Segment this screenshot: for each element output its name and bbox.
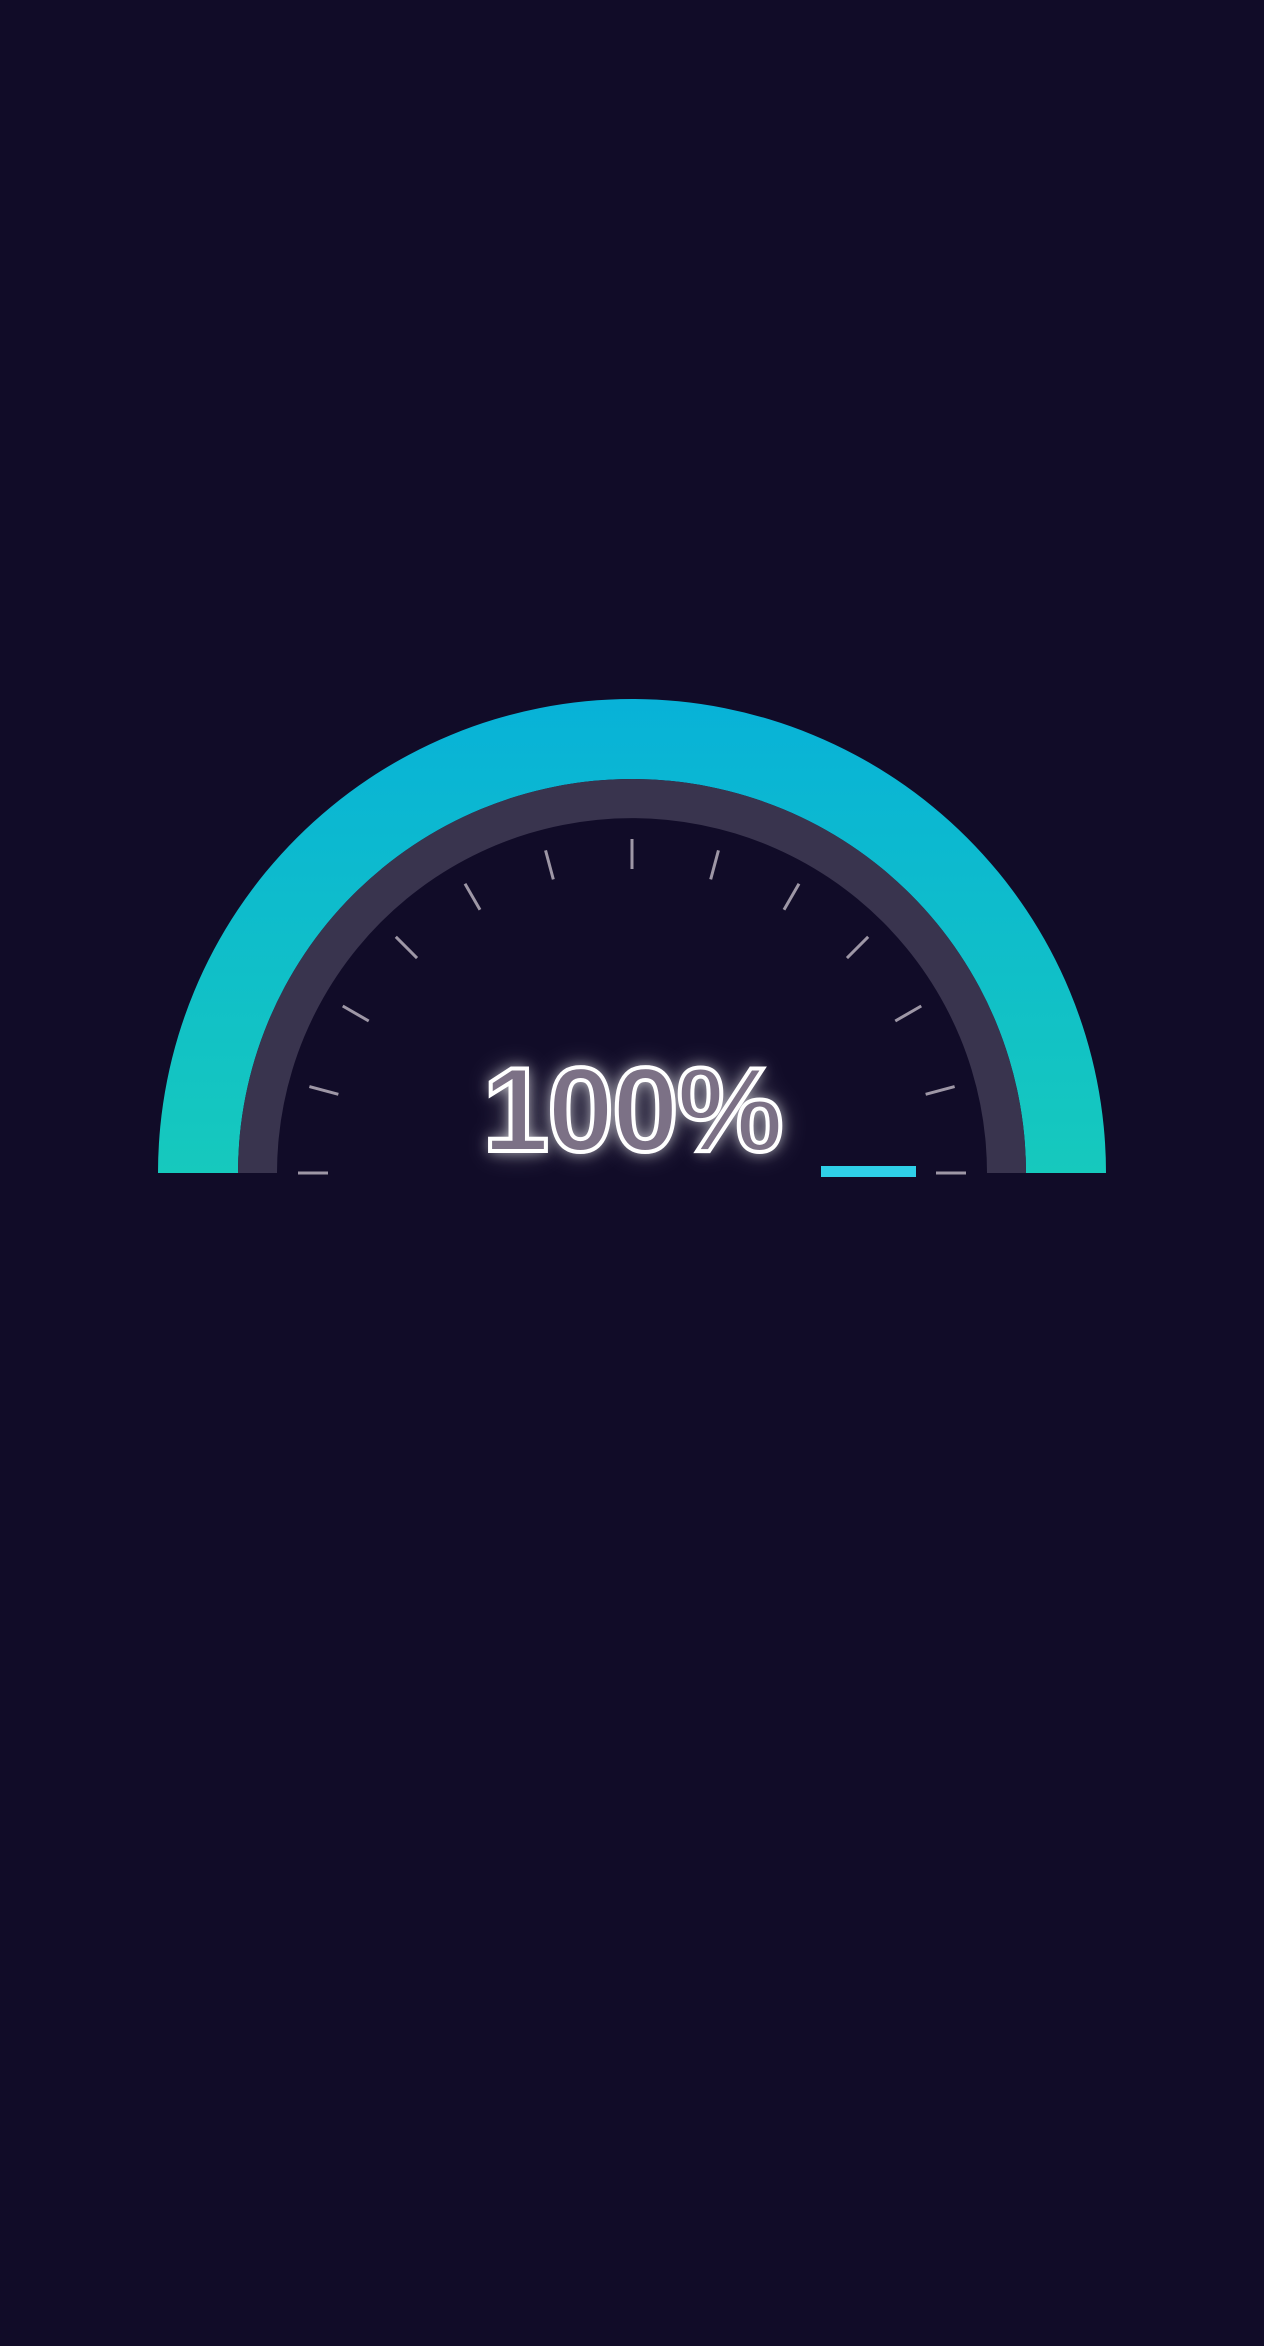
gauge-tick [845, 935, 870, 960]
gauge-tick [308, 1085, 339, 1096]
gauge-ticks [298, 839, 966, 1175]
gauge-tick [341, 1004, 370, 1023]
gauge-tick [782, 882, 801, 911]
gauge-tick [894, 1004, 923, 1023]
gauge-tick [925, 1085, 956, 1096]
gauge-tick [394, 935, 419, 960]
gauge-fill-arc [158, 699, 1106, 1173]
gauge-tick [544, 849, 555, 880]
gauge-value-label: 100% [481, 1043, 786, 1177]
progress-indicator-bar [821, 1166, 916, 1177]
gauge-inner-face [277, 818, 987, 1173]
gauge-tick [463, 882, 482, 911]
gauge-tick [709, 849, 720, 880]
